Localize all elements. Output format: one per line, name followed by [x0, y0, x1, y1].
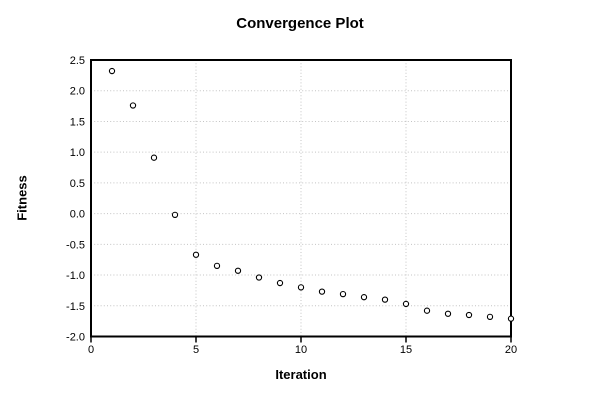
data-point: [129, 102, 137, 109]
y-tick-label: -1.5: [66, 301, 85, 313]
y-tick-label: 1.5: [70, 116, 85, 128]
x-tick-label: 15: [400, 344, 412, 356]
data-point: [339, 290, 347, 298]
data-point: [192, 251, 200, 258]
x-tick-label: 0: [88, 344, 94, 356]
data-point: [150, 154, 158, 161]
data-point: [360, 294, 368, 301]
y-tick-label: 0.0: [70, 209, 85, 221]
y-tick-label: 2.0: [70, 86, 85, 98]
data-point: [423, 307, 431, 314]
y-tick-label: 2.5: [70, 55, 85, 67]
data-point: [234, 267, 242, 274]
data-point: [276, 279, 284, 287]
data-point: [444, 310, 452, 317]
y-tick-label: -1.0: [66, 270, 85, 282]
y-tick-label: -2.0: [66, 332, 85, 344]
x-axis-label: Iteration: [275, 367, 327, 382]
data-point: [108, 67, 116, 75]
data-point: [381, 296, 389, 303]
data-point: [255, 274, 263, 281]
data-point: [297, 284, 305, 291]
y-tick-label: -0.5: [66, 239, 85, 251]
data-point: [486, 313, 494, 320]
data-point: [465, 311, 473, 319]
y-tick-label: 0.5: [70, 178, 85, 190]
data-point: [402, 300, 410, 308]
x-tick-label: 20: [505, 344, 517, 356]
y-tick-label: 1.0: [70, 147, 85, 159]
data-point: [318, 288, 326, 295]
plot-frame: [90, 59, 512, 338]
chart-title: Convergence Plot: [236, 15, 364, 32]
x-tick-label: 10: [295, 344, 307, 356]
data-point: [507, 315, 515, 322]
x-tick-label: 5: [193, 344, 199, 356]
data-point: [213, 262, 221, 269]
data-point: [171, 211, 179, 218]
